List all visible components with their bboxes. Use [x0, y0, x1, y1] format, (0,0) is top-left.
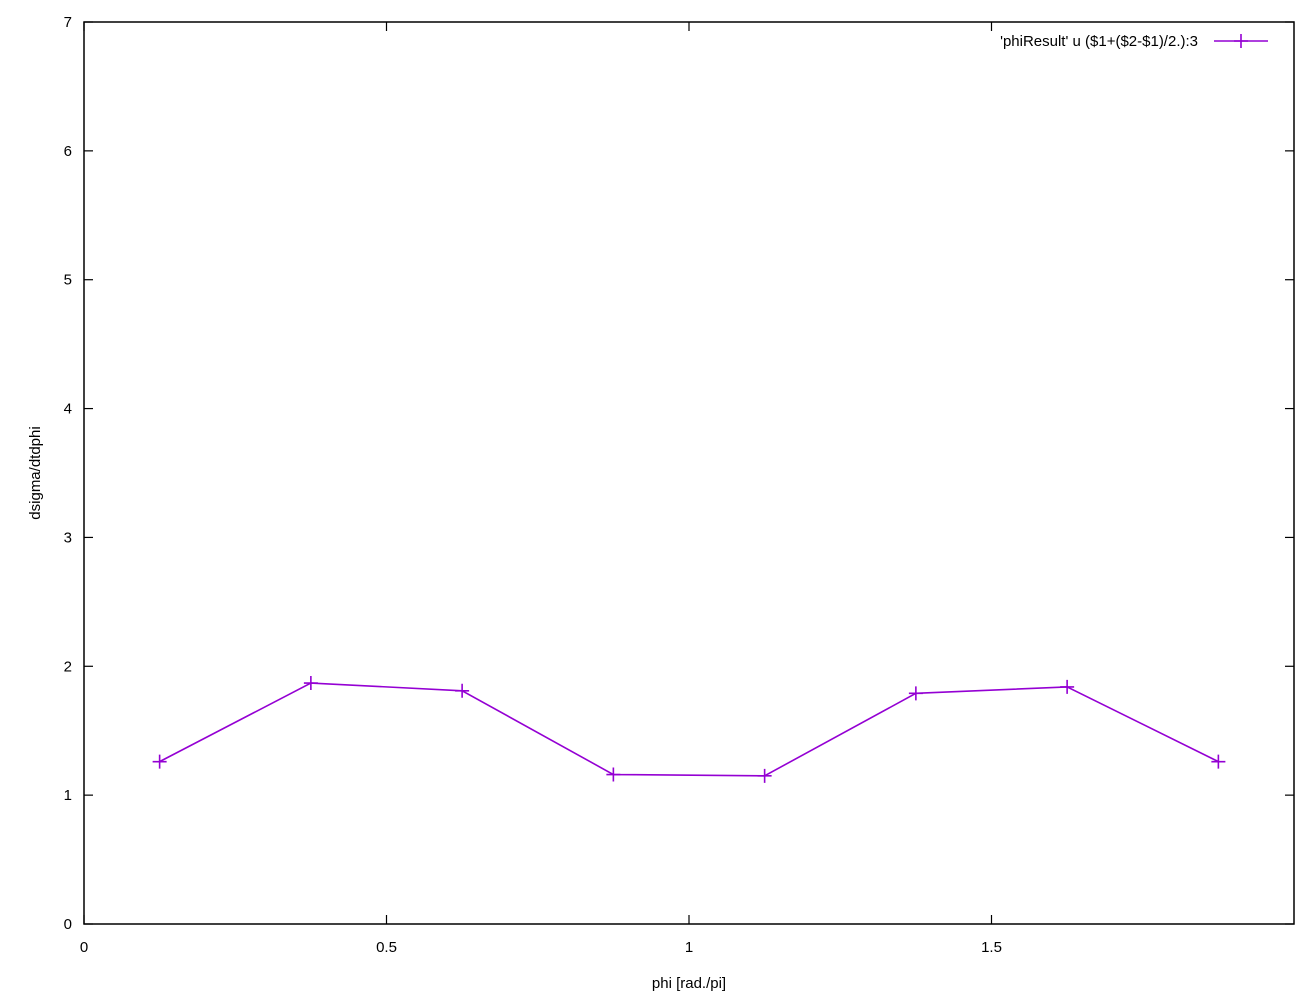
data-point — [1060, 679, 1075, 694]
data-point — [1211, 754, 1226, 769]
y-tick-label: 2 — [64, 658, 72, 675]
x-axis-label: phi [rad./pi] — [652, 975, 726, 992]
y-tick-label: 3 — [64, 529, 72, 546]
y-tick-label: 1 — [64, 787, 72, 804]
data-point — [303, 676, 318, 691]
x-tick-label: 0.5 — [376, 939, 397, 956]
plot-frame — [83, 21, 1295, 925]
y-tick-label: 5 — [64, 272, 72, 289]
y-axis-label: dsigma/dtdphi — [27, 426, 44, 519]
y-tick-label: 6 — [64, 143, 72, 160]
y-tick-label: 7 — [64, 14, 72, 31]
data-point — [455, 683, 470, 698]
y-tick-label: 0 — [64, 916, 72, 933]
x-tick-label: 1 — [685, 939, 693, 956]
data-point — [757, 768, 772, 783]
x-tick-label: 0 — [80, 939, 88, 956]
data-point — [908, 686, 923, 701]
y-tick-label: 4 — [64, 401, 72, 418]
legend-entry-label: 'phiResult' u ($1+($2-$1)/2.):3 — [1000, 33, 1198, 50]
ticks-layer: 0 0.5 1 1.5 0 1 2 3 4 5 6 7 — [64, 14, 1294, 956]
legend: 'phiResult' u ($1+($2-$1)/2.):3 — [1000, 33, 1268, 50]
series-layer — [152, 676, 1226, 783]
series-line — [159, 682, 1219, 777]
data-point — [606, 767, 621, 782]
x-tick-label: 1.5 — [981, 939, 1002, 956]
data-point — [152, 754, 167, 769]
legend-entry-marker — [1234, 34, 1248, 48]
